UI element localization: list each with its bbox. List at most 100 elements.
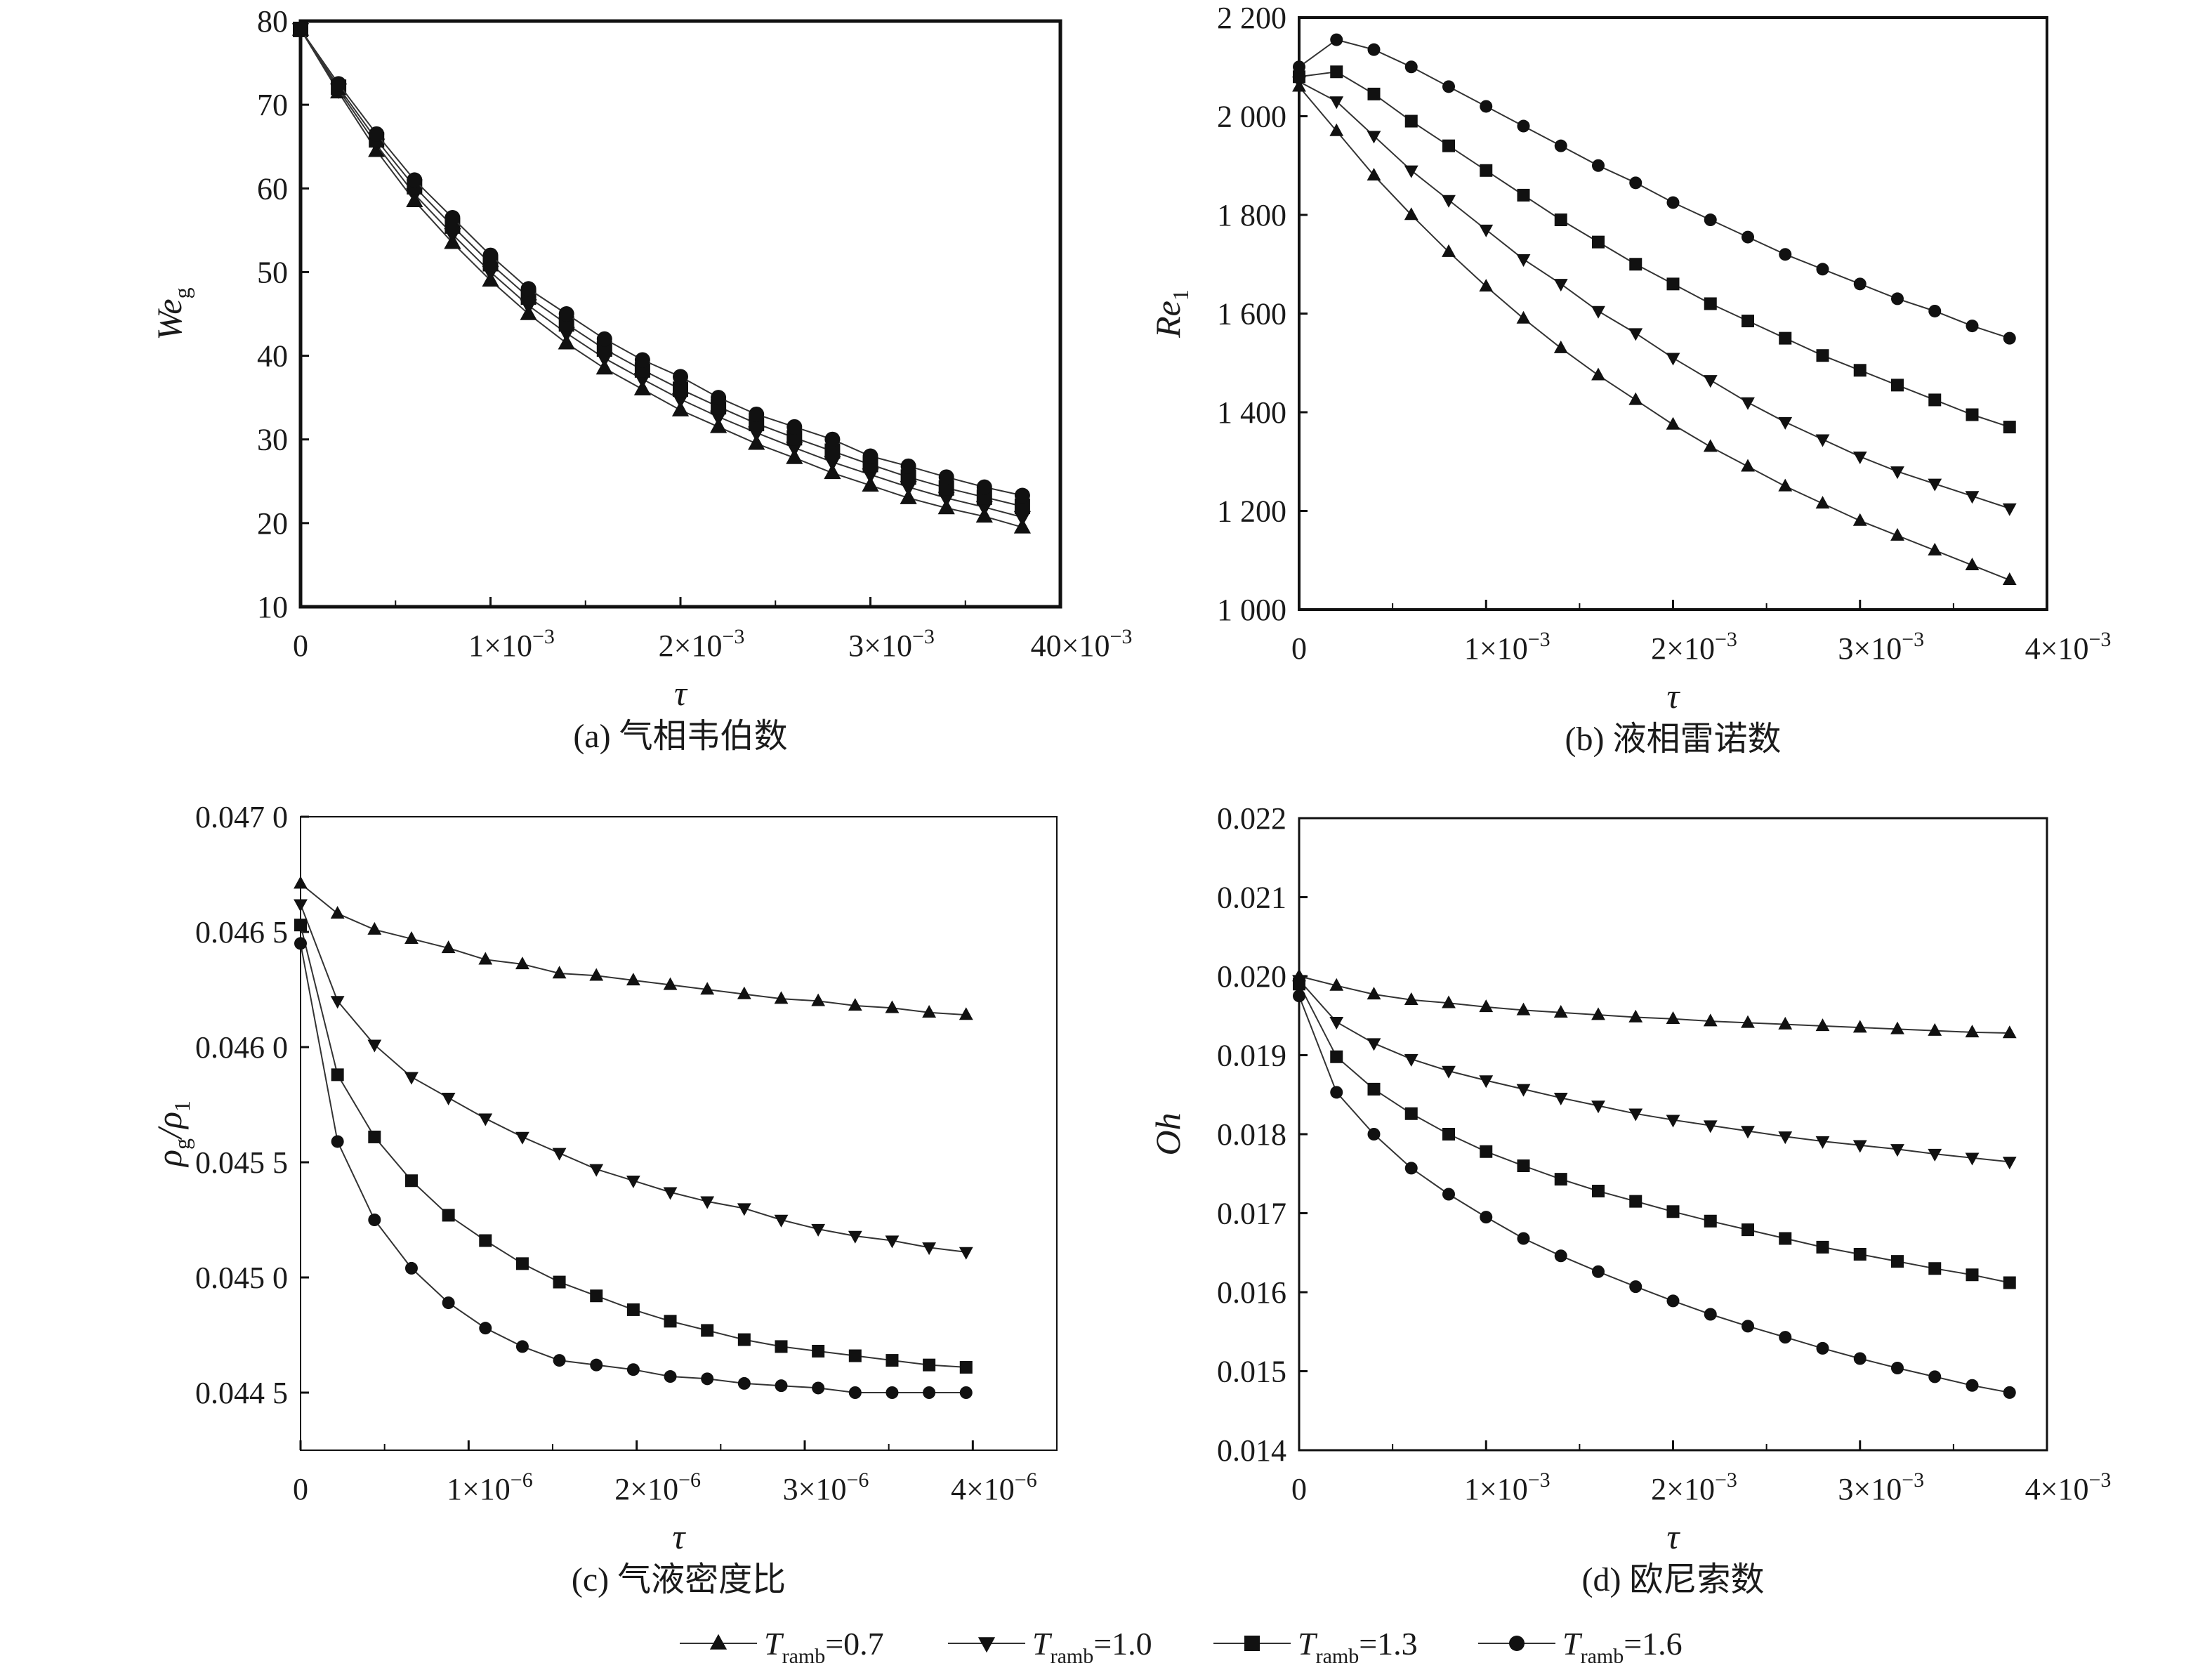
y-tick-label: 0.022 xyxy=(1217,801,1286,836)
x-tick-mantissa: 3×10 xyxy=(783,1472,847,1506)
x-tick-exponent: −3 xyxy=(912,625,935,648)
x-tick-label: 0 xyxy=(293,629,308,663)
legend-label: Tramb=1.0 xyxy=(1032,1626,1152,1663)
data-point xyxy=(294,876,308,889)
y-tick-label: 30 xyxy=(257,423,288,457)
y-tick-label: 0.046 0 xyxy=(195,1030,288,1065)
x-tick-label: 0 xyxy=(1291,631,1307,666)
y-label-main: Oh xyxy=(1148,1112,1187,1155)
data-point xyxy=(1779,248,1792,261)
data-point xyxy=(1890,1144,1904,1157)
data-point xyxy=(1014,487,1030,504)
series-square xyxy=(1293,978,2016,1289)
data-point xyxy=(1442,244,1456,257)
x-tick-exponent: −3 xyxy=(532,625,555,648)
data-point xyxy=(626,1363,640,1376)
y-tick-label: 0.045 0 xyxy=(195,1261,288,1295)
data-point xyxy=(1704,297,1717,310)
data-point xyxy=(812,1344,825,1358)
data-point xyxy=(1742,230,1754,244)
data-point xyxy=(634,352,650,368)
x-tick-exponent: −3 xyxy=(2088,628,2111,651)
x-tick-exponent: −3 xyxy=(722,625,744,648)
legend-item: Tramb=0.7 xyxy=(680,1626,884,1663)
data-point xyxy=(1442,1188,1455,1201)
data-point xyxy=(1330,1050,1343,1063)
y-tick-label: 0.047 0 xyxy=(195,800,288,834)
series-triangle-up xyxy=(291,20,1031,534)
x-tick-label: 4×10−6 xyxy=(951,1468,1037,1506)
series-triangle-down xyxy=(1292,975,2017,1170)
series-line xyxy=(1298,995,2010,1393)
data-point xyxy=(1554,1173,1567,1186)
data-point xyxy=(445,209,461,225)
y-tick-label: 60 xyxy=(257,171,288,206)
legend-triangle-up-icon xyxy=(709,1634,728,1650)
legend-triangle-down-icon xyxy=(977,1637,996,1653)
data-point xyxy=(589,1164,604,1177)
legend-subscript: ramb xyxy=(782,1645,826,1663)
data-point xyxy=(1778,416,1793,430)
data-point xyxy=(1779,331,1792,345)
y-label-subscript: 1 xyxy=(1168,289,1193,301)
data-point xyxy=(976,479,992,495)
series-line xyxy=(1298,975,2010,1034)
data-point xyxy=(590,1289,603,1303)
y-tick-label: 0.044 5 xyxy=(195,1376,288,1410)
series-line xyxy=(300,29,1023,507)
y-axis-label: ρg/ρ1 xyxy=(150,1100,195,1168)
data-point xyxy=(1703,439,1718,452)
data-point xyxy=(811,993,826,1006)
series-square xyxy=(294,919,973,1374)
data-point xyxy=(515,957,529,970)
data-point xyxy=(1666,416,1680,430)
data-point xyxy=(441,940,456,954)
data-point xyxy=(330,905,345,919)
y-tick-label: 2 200 xyxy=(1217,1,1286,35)
series-line xyxy=(300,29,1023,528)
data-point xyxy=(482,247,499,263)
data-point xyxy=(1628,328,1643,341)
series-line xyxy=(300,924,966,1368)
data-point xyxy=(1367,131,1381,144)
data-point xyxy=(1816,263,1829,276)
series-triangle-down xyxy=(1292,77,2017,516)
data-point xyxy=(1329,123,1344,136)
legend-label: Tramb=1.6 xyxy=(1562,1626,1683,1663)
data-point xyxy=(1741,459,1755,472)
x-tick-label: 2×10−3 xyxy=(1651,628,1737,666)
data-point xyxy=(862,476,879,492)
data-point xyxy=(1404,992,1418,1005)
panel-caption: (b) 液相雷诺数 xyxy=(1565,721,1782,758)
data-point xyxy=(1816,349,1829,362)
data-point xyxy=(1966,408,1979,421)
data-point xyxy=(1966,320,1979,333)
data-point xyxy=(1666,1011,1680,1024)
x-tick-exponent: −3 xyxy=(2088,1468,2111,1492)
y-tick-label: 40 xyxy=(257,339,288,374)
data-point xyxy=(404,931,419,945)
x-axis-label: τ xyxy=(673,1517,687,1556)
x-tick-mantissa: 3×10 xyxy=(848,629,912,663)
data-point xyxy=(1404,165,1418,178)
data-point xyxy=(1852,1140,1867,1153)
data-point xyxy=(515,1257,529,1270)
data-point xyxy=(700,1196,715,1209)
data-point xyxy=(737,1333,751,1346)
data-point xyxy=(293,21,308,37)
x-axis-label: τ xyxy=(1667,1517,1681,1556)
y-tick-label: 1 000 xyxy=(1217,593,1286,627)
series-line xyxy=(1298,39,2010,339)
data-point xyxy=(1928,478,1942,492)
data-point xyxy=(1891,1255,1904,1268)
data-point xyxy=(1404,1053,1418,1067)
data-point xyxy=(331,76,347,92)
data-point xyxy=(1891,1362,1904,1374)
x-tick-mantissa: 2×10 xyxy=(1651,1472,1715,1506)
data-point xyxy=(1742,1320,1754,1333)
series-circle xyxy=(1293,990,2016,1399)
x-axis-label: τ xyxy=(1667,676,1681,716)
series-line xyxy=(1298,979,2010,1163)
data-point xyxy=(1516,254,1531,268)
series-line xyxy=(300,904,966,1253)
